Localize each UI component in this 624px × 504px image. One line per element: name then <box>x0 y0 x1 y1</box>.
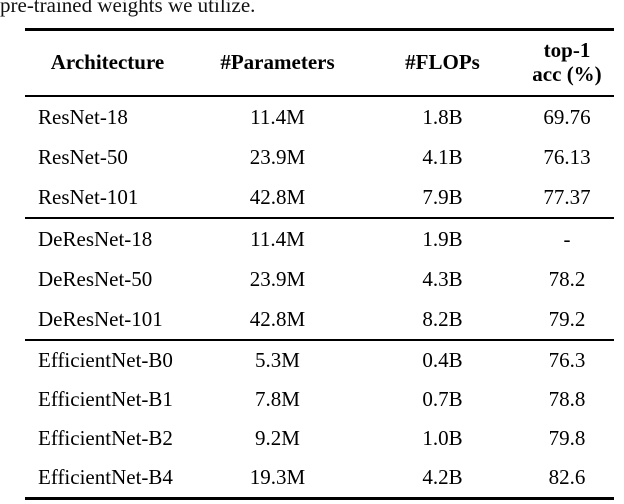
table-row: DeResNet-101 42.8M 8.2B 79.2 <box>25 299 614 340</box>
cell-parameters: 7.8M <box>255 387 300 411</box>
cell-parameters: 23.9M <box>249 266 306 291</box>
cell-top1-acc: 79.2 <box>548 306 586 331</box>
table-row: EfficientNet-B1 7.8M 0.7B 78.8 <box>25 380 614 419</box>
cell-flops: 8.2B <box>422 306 463 331</box>
cell-top1-acc: 76.13 <box>543 144 591 169</box>
table-row: EfficientNet-B2 9.2M 1.0B 79.8 <box>25 419 614 458</box>
cell-flops: 0.4B <box>422 348 463 372</box>
table-caption-text: pre-trained weights we utilize. <box>0 0 256 17</box>
table-header-row: Architecture #Parameters #FLOPs top-1 ac… <box>25 30 614 97</box>
table-row: DeResNet-50 23.9M 4.3B 78.2 <box>25 259 614 299</box>
col-header-flops: #FLOPs <box>405 50 480 75</box>
cell-architecture: ResNet-101 <box>38 184 139 209</box>
cell-parameters: 23.9M <box>249 144 306 169</box>
cell-parameters: 9.2M <box>255 426 300 450</box>
cell-parameters: 11.4M <box>250 226 305 251</box>
col-header-top1-line2: acc (%) <box>532 62 602 86</box>
cell-flops: 1.0B <box>422 426 463 450</box>
col-header-top1-acc: top-1 acc (%) <box>520 30 614 97</box>
table-row: EfficientNet-B0 5.3M 0.4B 76.3 <box>25 340 614 380</box>
table-row: ResNet-18 11.4M 1.8B 69.76 <box>25 96 614 137</box>
col-header-architecture: Architecture <box>50 50 165 75</box>
cell-architecture: EfficientNet-B1 <box>38 387 173 411</box>
cell-top1-acc: 82.6 <box>548 465 586 489</box>
cell-top1-acc: 77.37 <box>543 184 591 209</box>
cell-architecture: ResNet-18 <box>38 104 128 129</box>
cell-top1-acc: - <box>563 226 571 251</box>
cell-architecture: EfficientNet-B0 <box>38 348 173 372</box>
cell-flops: 4.1B <box>422 144 463 169</box>
cell-parameters: 5.3M <box>255 348 300 372</box>
cell-architecture: EfficientNet-B4 <box>38 465 173 489</box>
table-row: ResNet-101 42.8M 7.9B 77.37 <box>25 177 614 218</box>
table-section-efficientnet: EfficientNet-B0 5.3M 0.4B 76.3 Efficient… <box>25 340 614 499</box>
cell-parameters: 11.4M <box>250 104 305 129</box>
col-header-top1-line1: top-1 <box>543 38 591 63</box>
cell-flops: 7.9B <box>422 184 463 209</box>
table-row: ResNet-50 23.9M 4.1B 76.13 <box>25 137 614 177</box>
table-row: DeResNet-18 11.4M 1.9B - <box>25 218 614 259</box>
cell-architecture: EfficientNet-B2 <box>38 426 173 450</box>
cell-top1-acc: 78.8 <box>548 387 586 411</box>
col-header-parameters: #Parameters <box>220 50 335 75</box>
cell-top1-acc: 69.76 <box>543 104 591 129</box>
cell-flops: 1.9B <box>422 226 463 251</box>
table-section-resnet: ResNet-18 11.4M 1.8B 69.76 ResNet-50 23.… <box>25 96 614 218</box>
cell-architecture: DeResNet-50 <box>38 266 153 291</box>
cell-top1-acc: 76.3 <box>548 348 586 372</box>
cell-flops: 4.2B <box>422 465 463 489</box>
cell-parameters: 42.8M <box>249 184 306 209</box>
cell-architecture: ResNet-50 <box>38 144 128 169</box>
architecture-results-table: Architecture #Parameters #FLOPs top-1 ac… <box>25 28 614 500</box>
cell-top1-acc: 78.2 <box>548 266 586 291</box>
cell-top1-acc: 79.8 <box>548 426 586 450</box>
cell-flops: 1.8B <box>422 104 463 129</box>
table-section-deresnet: DeResNet-18 11.4M 1.9B - DeResNet-50 23.… <box>25 218 614 340</box>
cell-flops: 0.7B <box>422 387 463 411</box>
table-row: EfficientNet-B4 19.3M 4.2B 82.6 <box>25 458 614 499</box>
cell-parameters: 19.3M <box>249 465 306 489</box>
cell-architecture: DeResNet-101 <box>38 306 163 331</box>
cell-flops: 4.3B <box>422 266 463 291</box>
cell-architecture: DeResNet-18 <box>38 226 153 251</box>
cell-parameters: 42.8M <box>249 306 306 331</box>
